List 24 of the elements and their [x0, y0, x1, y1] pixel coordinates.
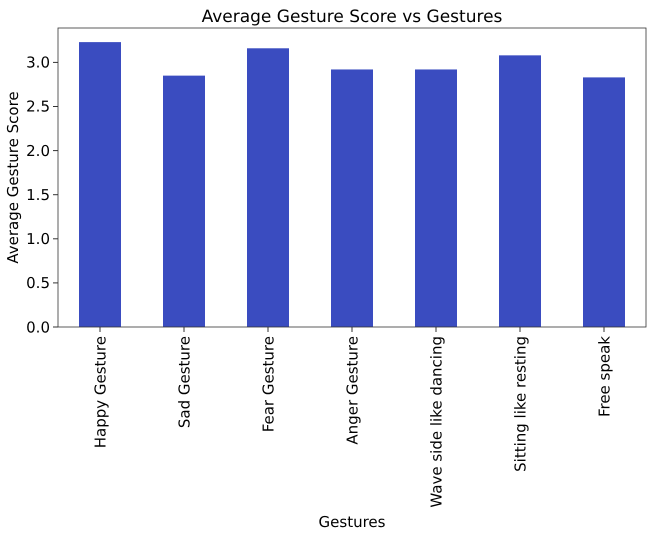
bar — [331, 69, 373, 327]
y-axis-title: Average Gesture Score — [4, 91, 22, 264]
y-tick-label: 2.5 — [26, 98, 50, 116]
bar — [583, 77, 625, 327]
bar — [415, 69, 457, 327]
y-tick-label: 0.0 — [26, 318, 50, 336]
x-tick-label: Happy Gesture — [91, 336, 110, 448]
bar — [79, 42, 121, 327]
x-tick-label: Sitting like resting — [511, 336, 530, 472]
bar — [247, 48, 289, 327]
bar — [499, 55, 541, 327]
y-tick-label: 1.5 — [26, 186, 50, 204]
y-tick-label: 1.0 — [26, 230, 50, 248]
x-tick-label: Anger Gesture — [343, 336, 362, 445]
y-tick-label: 3.0 — [26, 54, 50, 72]
y-tick-label: 0.5 — [26, 274, 50, 292]
x-tick-label: Wave side like dancing — [427, 336, 446, 508]
bar — [163, 76, 205, 327]
y-tick-label: 2.0 — [26, 142, 50, 160]
x-tick-label: Sad Gesture — [175, 336, 194, 428]
chart-title: Average Gesture Score vs Gestures — [202, 7, 503, 27]
x-axis-title: Gestures — [318, 513, 386, 531]
x-tick-label: Free speak — [595, 336, 614, 418]
x-tick-label: Fear Gesture — [259, 336, 278, 432]
